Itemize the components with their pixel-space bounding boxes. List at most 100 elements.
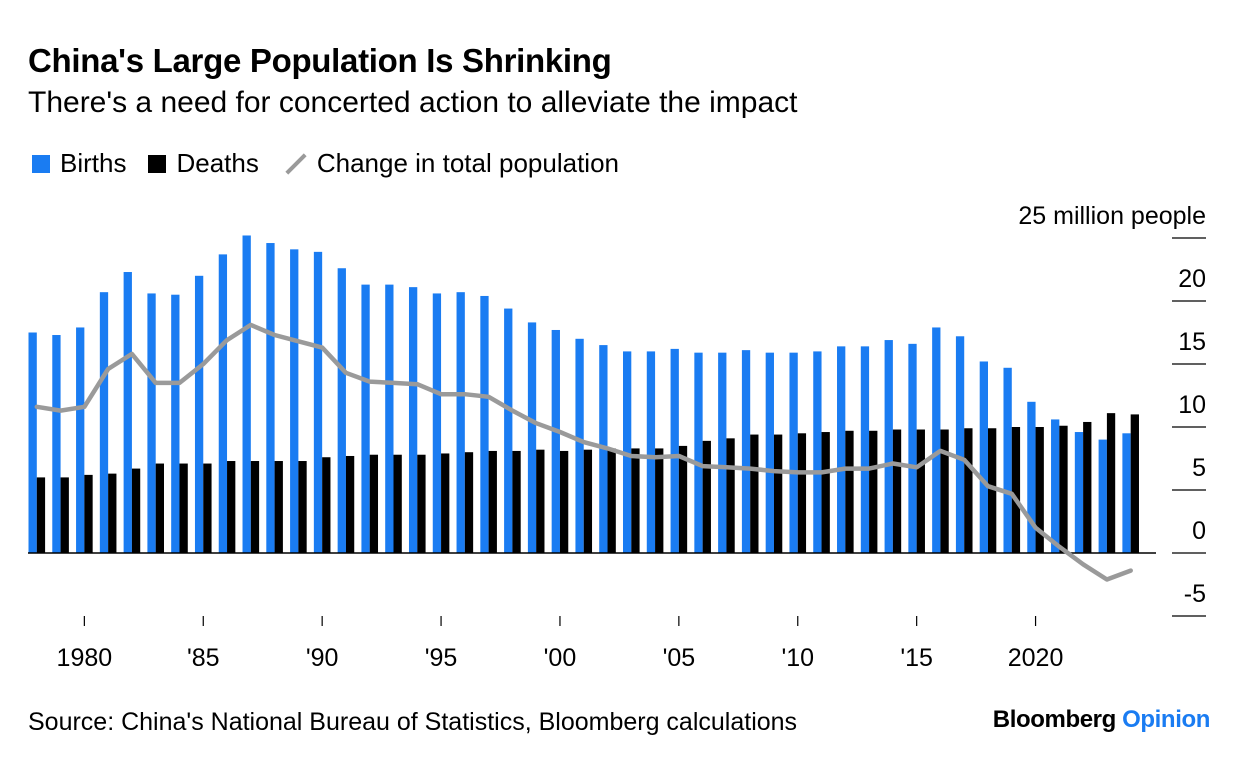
- bar-births: [408, 287, 418, 553]
- y-tick-label: 0: [1192, 517, 1206, 545]
- y-tick-label: 15: [1178, 328, 1206, 356]
- bar-deaths: [488, 450, 497, 553]
- bar-births: [337, 268, 346, 553]
- bar-deaths: [60, 477, 69, 553]
- legend-swatch-births: [32, 154, 50, 173]
- bar-births: [480, 295, 489, 553]
- bar-births: [361, 284, 370, 553]
- bar-births: [789, 352, 798, 553]
- y-gridlines: [1172, 237, 1206, 617]
- bar-deaths: [631, 448, 640, 553]
- bar-births: [123, 272, 132, 553]
- x-tick-label: '15: [900, 644, 933, 672]
- population-chart: -5 0 5 10 15 20 25 million people 1980 '85 '90 '9…: [28, 202, 1206, 672]
- bar-births: [741, 350, 751, 553]
- bar-births: [1027, 401, 1036, 553]
- y-tick-label: 10: [1178, 391, 1206, 419]
- bar-deaths: [655, 448, 664, 553]
- bar-deaths: [916, 429, 925, 553]
- bar-deaths: [1106, 413, 1116, 553]
- bar-deaths: [1011, 427, 1021, 553]
- bar-deaths: [1083, 421, 1092, 553]
- bar-deaths: [559, 450, 569, 553]
- bar-deaths: [298, 461, 307, 553]
- bar-deaths: [821, 432, 830, 553]
- x-tick-label: '95: [425, 644, 458, 672]
- bar-births: [1051, 419, 1060, 553]
- bar-deaths: [274, 461, 283, 553]
- bar-deaths: [227, 461, 236, 553]
- bar-births: [765, 352, 774, 553]
- bar-births: [623, 351, 632, 553]
- legend-swatch-change: [281, 151, 307, 177]
- bar-deaths: [322, 457, 331, 553]
- legend-item-births: Births: [32, 148, 126, 179]
- bar-deaths: [845, 430, 854, 553]
- bar-deaths: [155, 463, 164, 553]
- bar-deaths: [1059, 425, 1068, 553]
- bar-births: [551, 329, 560, 553]
- legend-label-change: Change in total population: [316, 148, 619, 178]
- bar-births: [456, 292, 465, 553]
- bar-deaths: [678, 445, 688, 553]
- bar-births: [99, 292, 109, 553]
- bar-births: [837, 346, 846, 553]
- x-tick-label: 2020: [1008, 644, 1064, 672]
- line-change-in-total-population: [34, 322, 1133, 582]
- bar-births: [194, 275, 204, 553]
- chart-subtitle: There's a need for concerted action to a…: [28, 86, 798, 119]
- bar-deaths: [108, 473, 117, 553]
- bar-births: [147, 293, 156, 553]
- bar-deaths: [464, 452, 474, 553]
- x-tick-label: 1980: [57, 644, 113, 672]
- x-tick-label: '85: [187, 644, 220, 672]
- bar-deaths: [1130, 414, 1139, 553]
- bar-births: [171, 294, 180, 553]
- x-tick-label: '00: [544, 644, 577, 672]
- bar-births: [718, 352, 727, 553]
- bar-births: [1074, 432, 1084, 553]
- bar-deaths: [84, 474, 93, 553]
- bar-deaths: [393, 454, 402, 553]
- bar-births: [646, 351, 656, 553]
- brand-accent: Opinion: [1122, 706, 1210, 733]
- bar-births: [385, 284, 394, 553]
- x-axis: 1980 '85 '90 '95 '00 '05 '10 '15 2020: [57, 616, 1064, 672]
- bar-births: [694, 352, 703, 553]
- bar-deaths: [441, 453, 450, 553]
- bar-births: [979, 361, 988, 553]
- y-tick-label: 25 million people: [1018, 202, 1206, 230]
- bar-deaths: [512, 450, 521, 553]
- chart-title: China's Large Population Is Shrinking: [28, 42, 612, 79]
- legend-swatch-deaths: [148, 154, 167, 173]
- bar-deaths: [417, 454, 426, 553]
- bar-deaths: [797, 433, 807, 553]
- bar-deaths: [203, 463, 212, 553]
- bar-births: [28, 332, 37, 553]
- y-tick-label: 5: [1192, 454, 1206, 482]
- bar-births: [955, 336, 965, 553]
- bar-births: [290, 249, 299, 553]
- bar-births: [1122, 433, 1131, 553]
- brand-main: Bloomberg: [992, 706, 1116, 733]
- y-tick-label: 20: [1178, 265, 1206, 293]
- line-series: [34, 322, 1133, 582]
- bar-births: [76, 327, 85, 553]
- bar-deaths: [583, 449, 593, 553]
- bar-deaths: [250, 461, 260, 553]
- legend-item-deaths: Deaths: [148, 148, 259, 179]
- bar-deaths: [131, 468, 141, 553]
- bar-deaths: [988, 428, 997, 553]
- bar-births: [504, 308, 513, 553]
- brand-logo: Bloomberg Opinion: [992, 706, 1211, 734]
- bar-births: [813, 351, 822, 553]
- bar-births: [313, 251, 323, 554]
- legend-label-births: Births: [60, 148, 127, 178]
- bar-births: [670, 348, 679, 553]
- bar-births: [52, 335, 61, 553]
- bar-series: [28, 235, 1139, 554]
- bar-births: [1003, 367, 1012, 553]
- bar-deaths: [179, 463, 188, 553]
- bar-births: [575, 338, 584, 553]
- bar-deaths: [750, 434, 759, 553]
